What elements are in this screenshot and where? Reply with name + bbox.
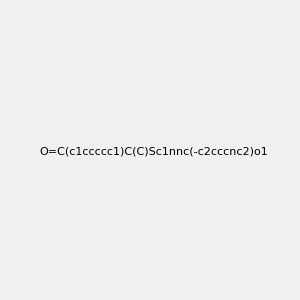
Text: O=C(c1ccccc1)C(C)Sc1nnc(-c2cccnc2)o1: O=C(c1ccccc1)C(C)Sc1nnc(-c2cccnc2)o1 — [39, 146, 268, 157]
